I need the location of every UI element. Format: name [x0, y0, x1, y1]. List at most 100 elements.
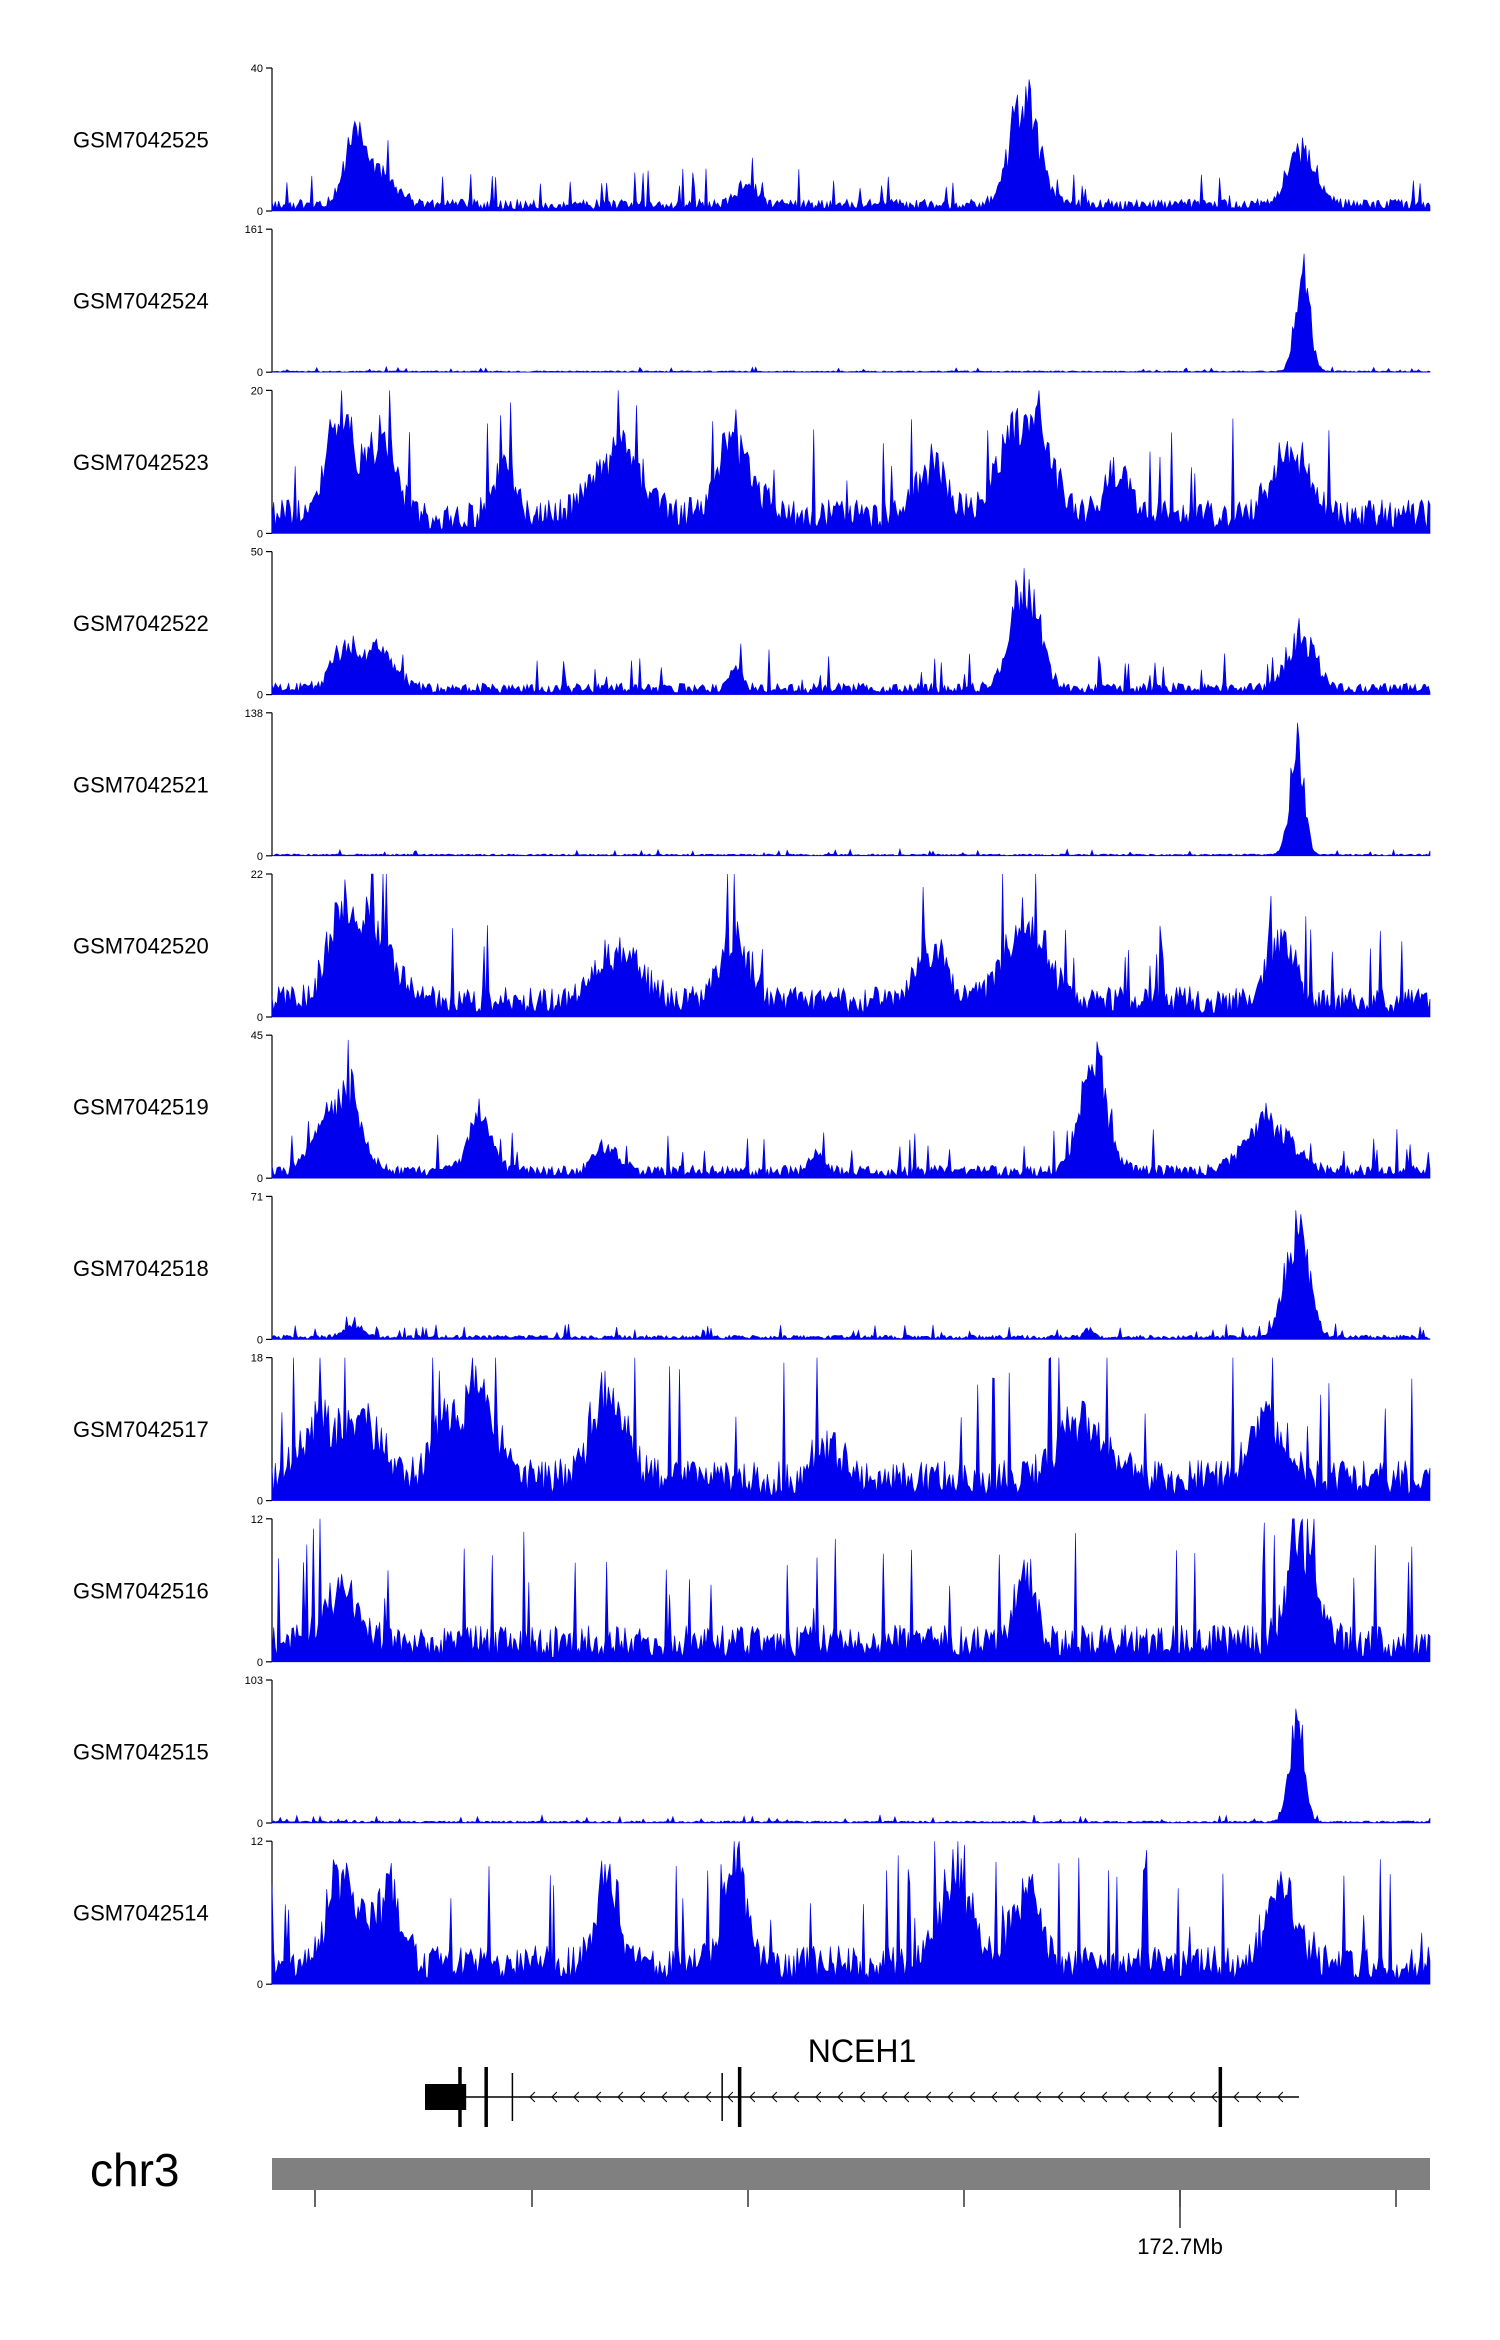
gene-exon [721, 2073, 723, 2121]
coverage-signal-area [271, 390, 1431, 534]
y-axis-zero-label: 0 [257, 1012, 263, 1024]
strand-arrow [991, 2091, 998, 2103]
track-GSM7042525: GSM7042525 40 0 [73, 63, 1431, 218]
coverage-signal-area [271, 1518, 1431, 1663]
coverage-tracks: GSM7042525 40 0 GSM7042524 161 0 GSM7042523 20 0… [73, 63, 1431, 1991]
strand-arrow [551, 2091, 558, 2103]
strand-arrow [837, 2091, 844, 2103]
track-name-label: GSM7042518 [73, 1256, 209, 1281]
y-axis-max-label: 71 [251, 1191, 263, 1203]
strand-arrow [1101, 2091, 1108, 2103]
track-GSM7042517: GSM7042517 18 0 [73, 1353, 1431, 1508]
strand-arrow [1255, 2091, 1262, 2103]
coverage-signal-area [271, 873, 1431, 1018]
strand-arrow [793, 2091, 800, 2103]
track-name-label: GSM7042522 [73, 611, 209, 636]
coverage-signal-area [271, 253, 1431, 373]
y-axis-max-label: 40 [251, 63, 263, 75]
strand-arrow [595, 2091, 602, 2103]
strand-arrow [1035, 2091, 1042, 2103]
track-name-label: GSM7042525 [73, 128, 209, 153]
strand-arrow [771, 2091, 778, 2103]
strand-arrow [1167, 2091, 1174, 2103]
y-axis-max-label: 50 [251, 547, 263, 559]
coverage-signal-area [271, 1039, 1431, 1179]
strand-arrow [1233, 2091, 1240, 2103]
strand-arrow [749, 2091, 756, 2103]
strand-arrow [1013, 2091, 1020, 2103]
track-name-label: GSM7042516 [73, 1578, 209, 1603]
coverage-signal-area [271, 1708, 1431, 1824]
track-GSM7042521: GSM7042521 138 0 [73, 708, 1431, 863]
coverage-signal-area [271, 722, 1431, 857]
gene-exon [484, 2067, 488, 2127]
track-name-label: GSM7042520 [73, 934, 209, 959]
track-GSM7042519: GSM7042519 45 0 [73, 1030, 1431, 1185]
strand-arrow [925, 2091, 932, 2103]
track-name-label: GSM7042521 [73, 772, 209, 797]
coverage-signal-area [271, 568, 1431, 695]
y-axis-max-label: 45 [251, 1030, 263, 1042]
track-GSM7042515: GSM7042515 103 0 [73, 1675, 1431, 1830]
track-GSM7042523: GSM7042523 20 0 [73, 385, 1431, 540]
strand-arrow [1277, 2091, 1284, 2103]
chromosome-label: chr3 [90, 2144, 179, 2196]
track-GSM7042522: GSM7042522 50 0 [73, 547, 1431, 702]
y-axis-max-label: 138 [245, 708, 263, 720]
strand-arrow [727, 2091, 734, 2103]
track-GSM7042516: GSM7042516 12 0 [73, 1514, 1431, 1669]
strand-arrow [947, 2091, 954, 2103]
strand-arrow [815, 2091, 822, 2103]
genomic-axis-ticks [314, 2190, 1397, 2228]
strand-arrow [529, 2091, 536, 2103]
strand-arrow [683, 2091, 690, 2103]
y-axis-zero-label: 0 [257, 851, 263, 863]
strand-arrow [859, 2091, 866, 2103]
gene-exon [737, 2067, 742, 2127]
coverage-signal-area [271, 1356, 1431, 1501]
strand-arrow [639, 2091, 646, 2103]
y-axis-zero-label: 0 [257, 1334, 263, 1346]
strand-arrow [1079, 2091, 1086, 2103]
track-name-label: GSM7042519 [73, 1095, 209, 1120]
y-axis-max-label: 103 [245, 1675, 263, 1687]
strand-arrow [617, 2091, 624, 2103]
strand-arrow [573, 2091, 580, 2103]
y-axis-max-label: 161 [245, 224, 263, 236]
y-axis-zero-label: 0 [257, 206, 263, 218]
track-name-label: GSM7042517 [73, 1417, 209, 1442]
y-axis-zero-label: 0 [257, 1657, 263, 1669]
y-axis-zero-label: 0 [257, 528, 263, 540]
track-GSM7042524: GSM7042524 161 0 [73, 224, 1431, 379]
track-GSM7042514: GSM7042514 12 0 [73, 1836, 1431, 1991]
gene-exon [511, 2073, 514, 2121]
coverage-signal-area [271, 1210, 1431, 1340]
y-axis-zero-label: 0 [257, 367, 263, 379]
y-axis-max-label: 20 [251, 385, 263, 397]
y-axis-max-label: 12 [251, 1836, 263, 1848]
gene-name-label: NCEH1 [808, 2033, 916, 2069]
track-name-label: GSM7042524 [73, 289, 209, 314]
track-name-label: GSM7042515 [73, 1740, 209, 1765]
y-axis-zero-label: 0 [257, 1979, 263, 1991]
gene-exon [1218, 2067, 1223, 2127]
coverage-signal-area [271, 1841, 1431, 1985]
y-axis-zero-label: 0 [257, 1496, 263, 1508]
chromosome-ideogram: chr3 172.7Mb [90, 2144, 1430, 2259]
strand-arrow [1057, 2091, 1064, 2103]
strand-arrow [881, 2091, 888, 2103]
y-axis-max-label: 18 [251, 1353, 263, 1365]
y-axis-zero-label: 0 [257, 1818, 263, 1830]
y-axis-zero-label: 0 [257, 690, 263, 702]
gene-exon [458, 2067, 462, 2127]
track-name-label: GSM7042523 [73, 450, 209, 475]
coverage-signal-area [271, 79, 1431, 212]
y-axis-zero-label: 0 [257, 1173, 263, 1185]
strand-arrow [1211, 2091, 1218, 2103]
strand-arrow [705, 2091, 712, 2103]
strand-arrow [903, 2091, 910, 2103]
y-axis-max-label: 22 [251, 869, 263, 881]
strand-arrow [1123, 2091, 1130, 2103]
track-GSM7042518: GSM7042518 71 0 [73, 1191, 1431, 1346]
